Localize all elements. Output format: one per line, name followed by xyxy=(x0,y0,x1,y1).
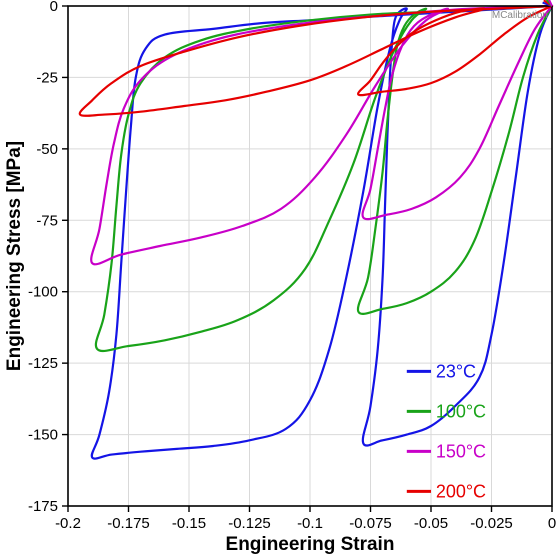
y-tick-label: -125 xyxy=(28,355,58,372)
chart-svg: -0.2 -0.175 -0.15 -0.125 -0.1 -0.075 -0.05 -0.0… xyxy=(0,0,560,560)
stress-strain-chart: -0.2 -0.175 -0.15 -0.125 -0.1 -0.075 -0.05 -0.0… xyxy=(0,0,560,560)
y-tick-label: 0 xyxy=(50,0,58,15)
legend-label-200°C: 200°C xyxy=(436,481,486,501)
x-tick-label: 0 xyxy=(548,515,556,532)
y-tick-label: -75 xyxy=(36,212,58,229)
x-tick-label: -0.05 xyxy=(414,515,448,532)
legend-label-150°C: 150°C xyxy=(436,441,486,461)
y-tick-label: -100 xyxy=(28,284,58,301)
y-tick-label: -50 xyxy=(36,141,58,158)
y-tick-label: -175 xyxy=(28,498,58,515)
legend-label-23°C: 23°C xyxy=(436,361,476,381)
legend-label-100°C: 100°C xyxy=(436,401,486,421)
x-tick-label: -0.125 xyxy=(228,515,271,532)
x-axis-label: Engineering Strain xyxy=(226,534,395,555)
y-tick-label: -25 xyxy=(36,69,58,86)
watermark: MCalibration xyxy=(492,10,548,21)
x-tick-label: -0.2 xyxy=(55,515,81,532)
x-tick-label: -0.1 xyxy=(297,515,323,532)
y-tick-label: -150 xyxy=(28,427,58,444)
x-tick-label: -0.025 xyxy=(470,515,513,532)
x-tick-label: -0.075 xyxy=(349,515,392,532)
x-tick-label: -0.175 xyxy=(107,515,150,532)
x-tick-label: -0.15 xyxy=(172,515,206,532)
y-axis-label: Engineering Stress [MPa] xyxy=(4,141,25,371)
